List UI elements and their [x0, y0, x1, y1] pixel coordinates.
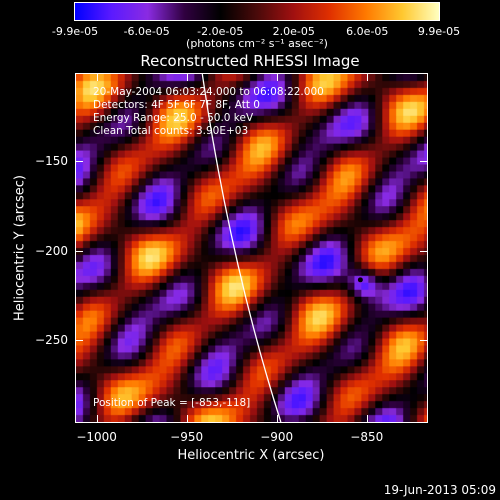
peak-position-text: Position of Peak = [-853,-118]	[93, 397, 251, 409]
y-tick-mark	[420, 250, 428, 252]
y-tick-mark	[420, 160, 428, 162]
heatmap-image	[76, 74, 427, 422]
clean-counts-text: Clean Total counts: 3.90E+03	[93, 125, 249, 137]
x-tick-label: −950	[170, 430, 204, 444]
x-tick-mark	[96, 73, 98, 81]
colorbar-tick-label: -9.9e-05	[51, 25, 99, 38]
image-plot-area	[75, 73, 428, 423]
colorbar-tick-label: 2.0e-05	[272, 25, 315, 38]
x-axis-label: Heliocentric X (arcsec)	[177, 448, 325, 463]
timestamp: 19-Jun-2013 05:09	[383, 483, 496, 497]
peak-marker	[357, 277, 363, 283]
plot-title: Reconstructed RHESSI Image	[140, 52, 360, 70]
y-tick-mark	[75, 250, 83, 252]
y-tick-mark	[75, 160, 83, 162]
colorbar-tick-label: 6.0e-05	[346, 25, 389, 38]
energy-range-text: Energy Range: 25.0 - 50.0 keV	[93, 112, 254, 124]
x-tick-label: −850	[350, 430, 384, 444]
detectors-text: Detectors: 4F 5F 6F 7F 8F, Att 0	[93, 99, 260, 111]
x-tick-label: −900	[260, 430, 294, 444]
x-tick-mark	[186, 73, 188, 81]
y-tick-label: −150	[35, 153, 68, 168]
y-tick-mark	[75, 340, 83, 342]
colorbar-tick-label: 9.9e-05	[417, 25, 461, 38]
x-tick-mark	[366, 415, 368, 423]
colorbar-unit-label: (photons cm⁻² s⁻¹ asec⁻²)	[186, 37, 328, 50]
colorbar	[74, 2, 440, 21]
x-tick-mark	[186, 415, 188, 423]
x-tick-mark	[96, 415, 98, 423]
colorbar-tick-label: -2.0e-05	[197, 25, 244, 38]
solar-limb-curve	[201, 74, 363, 422]
y-tick-label: −200	[35, 243, 68, 258]
colorbar-tick-label: -6.0e-05	[123, 25, 170, 38]
x-tick-mark	[366, 73, 368, 81]
x-tick-mark	[276, 73, 278, 81]
y-tick-mark	[420, 340, 428, 342]
time-range-text: 20-May-2004 06:03:24.000 to 06:08:22.000	[93, 86, 324, 98]
x-tick-label: −1000	[76, 430, 117, 444]
y-axis-label: Heliocentric Y (arcsec)	[12, 175, 28, 321]
y-tick-label: −250	[35, 333, 68, 348]
x-tick-mark	[276, 415, 278, 423]
